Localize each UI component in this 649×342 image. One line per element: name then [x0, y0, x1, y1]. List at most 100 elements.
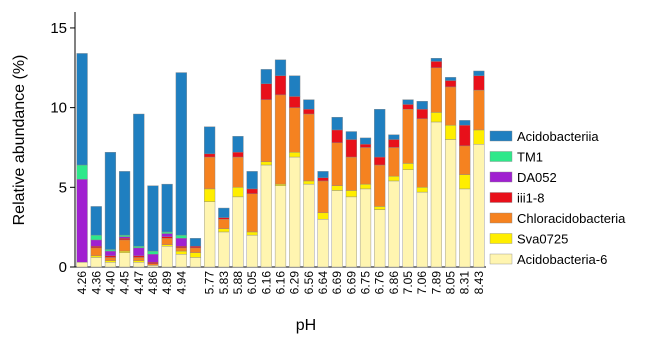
bar-segment [147, 263, 159, 266]
legend-label: Acidobacteria-6 [517, 252, 607, 267]
bar-segment [246, 188, 258, 194]
bar-segment [104, 260, 117, 263]
bar-segment [147, 254, 159, 263]
x-tick-label: 7.05 [401, 271, 415, 295]
bar-segment [204, 188, 216, 202]
x-tick-label: 5.77 [203, 271, 217, 295]
bar-segment [274, 75, 287, 96]
bar-segment [331, 116, 343, 131]
legend-swatch [489, 212, 513, 224]
bar-segment [374, 209, 386, 268]
bar-segment [416, 109, 428, 119]
bar-segment [402, 169, 414, 268]
bar-segment [345, 131, 357, 140]
bar-segment [303, 113, 315, 182]
bar-segment [119, 239, 131, 252]
bar-segment [175, 246, 187, 249]
bar-segment [374, 164, 386, 207]
bar-segment [119, 250, 131, 253]
bar-segment [303, 183, 315, 268]
bar-segment [232, 136, 244, 153]
x-tick-label: 6.05 [245, 271, 259, 295]
x-tick-label: 6.16 [274, 271, 288, 295]
y-axis-label: Relative abundance (%) [11, 55, 28, 226]
legend-label: Sva0725 [517, 232, 568, 247]
bar-segment [161, 236, 173, 239]
x-tick-label: 4.40 [103, 271, 117, 295]
bar-segment [246, 234, 258, 268]
x-tick-label: 4.94 [174, 271, 188, 295]
bar-segment [345, 139, 357, 158]
bar-segment [416, 118, 428, 188]
bar-segment [90, 234, 102, 241]
bar-segment [260, 83, 272, 100]
bar-segment [317, 177, 329, 182]
bar-segment [104, 255, 117, 258]
bar-segment [119, 171, 131, 236]
legend-swatch [489, 192, 513, 203]
bar-segment [459, 174, 471, 190]
bar-segment [345, 196, 357, 268]
bar-segment [473, 144, 485, 268]
bar-segment [331, 142, 343, 186]
bar-segment [133, 113, 145, 247]
bar-segment [147, 250, 159, 255]
bar-segment [90, 239, 102, 247]
y-tick-label: 10 [50, 100, 67, 117]
bar-segment [161, 246, 173, 268]
bar-segment [161, 244, 173, 247]
bar-segment [331, 190, 343, 268]
bar-segment [232, 156, 244, 188]
x-tick-label: 6.16 [259, 271, 273, 295]
bar-segment [274, 185, 287, 268]
bar-segment [274, 94, 287, 185]
x-tick-label: 6.69 [344, 271, 358, 295]
bar-segment [218, 218, 230, 229]
bar-segment [76, 53, 88, 166]
bar-segment [104, 262, 117, 268]
bar-segment [161, 183, 173, 233]
bar-segment [218, 207, 230, 218]
x-tick-label: 4.86 [146, 271, 160, 295]
bar-segment [76, 179, 88, 263]
bar-segment [133, 262, 145, 268]
x-tick-label: 6.76 [373, 271, 387, 295]
bar-segment [218, 231, 230, 268]
bar-segment [374, 206, 386, 210]
bar-segment [189, 247, 202, 253]
bar-segment [260, 161, 272, 166]
bar-segment [402, 109, 414, 164]
bar-segment [90, 206, 102, 236]
bar-segment [175, 254, 187, 268]
x-tick-label: 4.36 [89, 271, 103, 295]
bar-segment [444, 124, 457, 140]
legend-swatch [489, 151, 513, 162]
bar-segment [388, 147, 400, 177]
bar-segment [246, 171, 258, 190]
legend-swatch [489, 130, 513, 142]
bar-segment [161, 238, 173, 245]
x-tick-label: 8.43 [472, 271, 486, 295]
bar-segment [133, 246, 145, 249]
bar-segment [345, 156, 357, 191]
legend-swatch [489, 233, 513, 244]
bar-segment [104, 249, 117, 252]
bar-segment [104, 250, 117, 257]
bar-segment [204, 156, 216, 190]
bar-segment [232, 187, 244, 198]
bar-segment [90, 255, 102, 258]
bar-segment [317, 171, 329, 178]
x-tick-label: 4.26 [75, 271, 89, 295]
bar-segment [473, 129, 485, 145]
bar-segment [473, 75, 485, 91]
bar-segment [317, 180, 329, 214]
x-tick-label: 6.69 [330, 271, 344, 295]
bar-segment [189, 246, 202, 249]
bar-segment [444, 77, 457, 81]
bar-segment [359, 183, 372, 190]
bar-segment [274, 183, 287, 186]
bar-segment [359, 137, 372, 145]
legend-swatch [489, 253, 513, 265]
bar-segment [402, 99, 414, 105]
